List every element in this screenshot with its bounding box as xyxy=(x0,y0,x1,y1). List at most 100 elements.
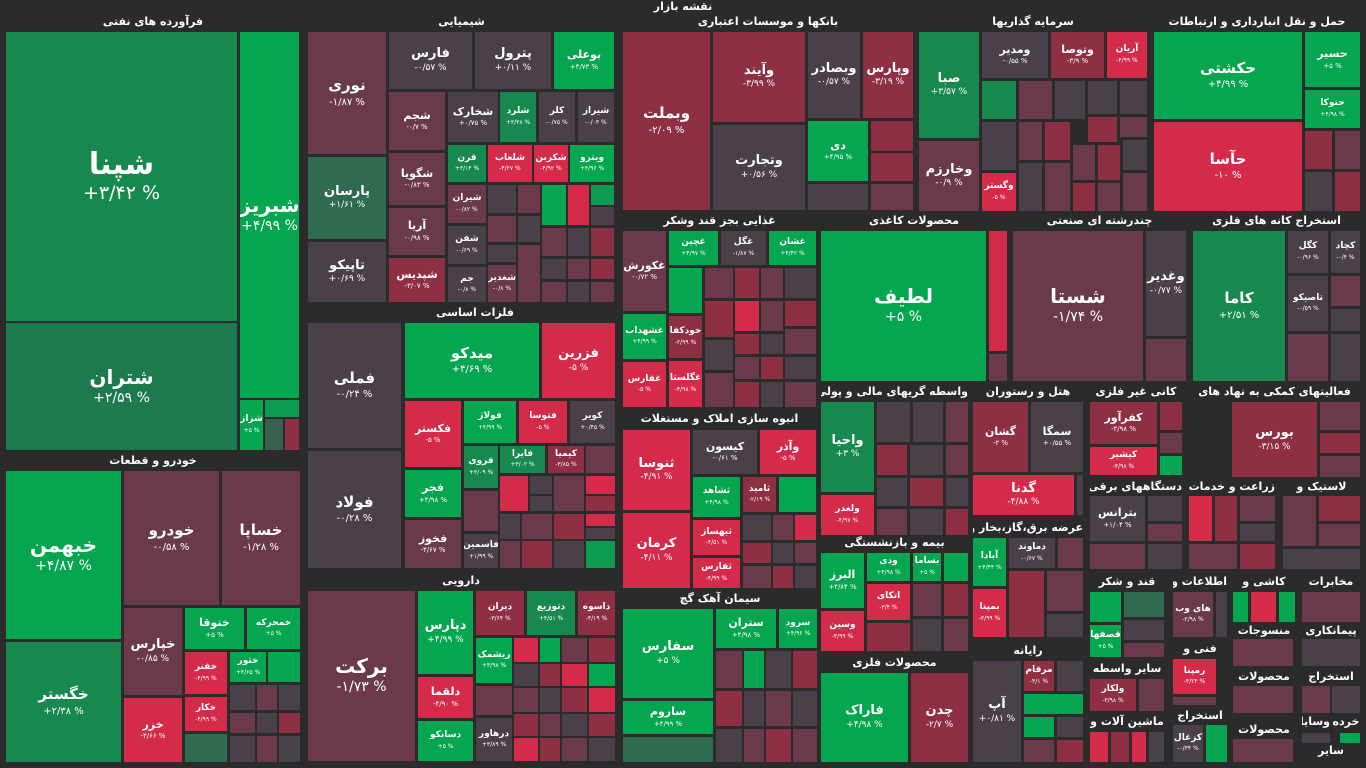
treemap-tile[interactable]: بترانس +۱/۰۴ % xyxy=(1090,496,1145,541)
treemap-tile[interactable]: خمحرکه +۵ % xyxy=(247,608,300,649)
treemap-tile[interactable] xyxy=(910,478,943,506)
treemap-tile[interactable] xyxy=(867,623,910,651)
treemap-tile[interactable] xyxy=(540,714,560,736)
treemap-tile[interactable] xyxy=(795,566,816,588)
treemap-tile[interactable] xyxy=(1124,620,1164,640)
treemap-tile[interactable] xyxy=(265,400,299,417)
treemap-tile[interactable]: ثامید -۲/۱۹ % xyxy=(743,477,776,512)
treemap-tile[interactable]: کگل -۰/۹۶ % xyxy=(1288,231,1328,273)
treemap-tile[interactable]: البرز +۴/۸۴ % xyxy=(821,553,864,608)
treemap-tile[interactable] xyxy=(1057,661,1083,691)
treemap-tile[interactable]: سفارس +۵ % xyxy=(623,609,713,698)
treemap-tile[interactable]: کویر +۰/۴۵ % xyxy=(570,401,615,443)
treemap-tile[interactable] xyxy=(669,268,702,313)
treemap-tile[interactable] xyxy=(554,476,584,511)
treemap-tile[interactable] xyxy=(766,729,791,762)
treemap-tile[interactable]: ثبهساز -۴/۵۱ % xyxy=(693,520,740,555)
treemap-tile[interactable] xyxy=(185,734,227,762)
treemap-tile[interactable] xyxy=(1009,571,1044,637)
treemap-tile[interactable]: تاصیکو -۰/۵۹ % xyxy=(1288,276,1328,331)
treemap-tile[interactable] xyxy=(568,228,589,256)
treemap-tile[interactable]: وبصادر -۰/۵۷ % xyxy=(808,32,860,118)
treemap-tile[interactable] xyxy=(1160,456,1182,475)
treemap-tile[interactable]: کفرآور -۴/۹۸ % xyxy=(1090,402,1157,444)
treemap-tile[interactable] xyxy=(1288,334,1328,381)
treemap-tile[interactable] xyxy=(568,185,589,225)
treemap-tile[interactable]: اتکای -۳/۴ % xyxy=(867,584,910,620)
treemap-tile[interactable]: شکربن -۴/۹۲ % xyxy=(534,145,568,182)
treemap-tile[interactable] xyxy=(1283,496,1316,546)
treemap-tile[interactable]: فزرین -۵ % xyxy=(542,323,615,398)
treemap-tile[interactable] xyxy=(476,686,512,715)
treemap-tile[interactable] xyxy=(1335,172,1360,211)
treemap-tile[interactable] xyxy=(946,445,968,475)
treemap-tile[interactable] xyxy=(562,664,587,686)
treemap-tile[interactable] xyxy=(716,729,742,762)
treemap-tile[interactable] xyxy=(518,216,540,242)
treemap-tile[interactable] xyxy=(705,301,733,337)
treemap-tile[interactable]: حسیر +۵ % xyxy=(1305,32,1360,87)
treemap-tile[interactable] xyxy=(562,714,587,736)
treemap-tile[interactable] xyxy=(586,514,615,526)
treemap-tile[interactable]: ساروم +۴/۹۹ % xyxy=(623,701,713,734)
treemap-tile[interactable] xyxy=(1320,402,1360,430)
treemap-tile[interactable] xyxy=(744,691,764,726)
treemap-tile[interactable]: کیسون -۰/۶۱ % xyxy=(693,430,757,474)
treemap-tile[interactable] xyxy=(591,282,614,302)
treemap-tile[interactable] xyxy=(808,184,868,210)
treemap-tile[interactable]: های وب -۲/۹۸ % xyxy=(1173,592,1213,637)
treemap-tile[interactable]: فجر +۴/۹۸ % xyxy=(405,470,461,517)
treemap-tile[interactable] xyxy=(793,651,817,688)
treemap-tile[interactable]: ثفارس -۴/۹۹ % xyxy=(693,558,740,588)
treemap-tile[interactable]: وغدیر -۰/۷۷ % xyxy=(1146,231,1186,336)
treemap-tile[interactable] xyxy=(1283,549,1360,569)
treemap-tile[interactable] xyxy=(1124,592,1164,617)
treemap-tile[interactable] xyxy=(1146,339,1186,381)
treemap-tile[interactable] xyxy=(989,231,1007,351)
treemap-tile[interactable]: پارسان +۱/۶۱ % xyxy=(308,157,386,239)
treemap-tile[interactable] xyxy=(540,638,560,662)
treemap-tile[interactable] xyxy=(554,541,584,568)
treemap-tile[interactable]: ختوقا +۵ % xyxy=(185,608,244,649)
treemap-tile[interactable]: شلعاب -۴/۲۷ % xyxy=(488,145,532,182)
treemap-tile[interactable]: کیمیا -۳/۸۵ % xyxy=(548,446,584,473)
treemap-tile[interactable] xyxy=(562,688,587,712)
treemap-tile[interactable]: بمپنا -۳/۹۹ % xyxy=(973,589,1006,637)
treemap-tile[interactable]: ثشاهد +۴/۹۸ % xyxy=(693,477,740,517)
treemap-tile[interactable] xyxy=(705,373,733,407)
treemap-tile[interactable]: شیران -۰/۸۲ % xyxy=(448,185,486,223)
treemap-tile[interactable]: داسوه -۳/۱۹ % xyxy=(578,591,615,635)
treemap-tile[interactable]: شغدیر -۰/۸ % xyxy=(488,265,516,302)
treemap-tile[interactable]: فولاد -۰/۲۸ % xyxy=(308,451,401,568)
treemap-tile[interactable] xyxy=(542,259,566,279)
treemap-tile[interactable] xyxy=(946,402,968,442)
treemap-tile[interactable] xyxy=(586,528,615,539)
treemap-tile[interactable] xyxy=(946,478,968,506)
treemap-tile[interactable]: دیران -۳/۶۴ % xyxy=(476,591,524,635)
treemap-tile[interactable] xyxy=(540,738,560,761)
treemap-tile[interactable]: حتوکا +۴/۹۸ % xyxy=(1305,90,1360,128)
treemap-tile[interactable] xyxy=(1305,172,1332,211)
treemap-tile[interactable] xyxy=(591,228,614,256)
treemap-tile[interactable]: چدن -۲/۷ % xyxy=(911,673,968,762)
treemap-tile[interactable] xyxy=(257,713,277,733)
treemap-tile[interactable] xyxy=(1148,524,1182,541)
treemap-tile[interactable] xyxy=(1148,544,1182,569)
treemap-tile[interactable] xyxy=(1045,122,1070,160)
treemap-tile[interactable] xyxy=(705,340,733,370)
treemap-tile[interactable] xyxy=(946,509,968,535)
treemap-tile[interactable] xyxy=(542,185,566,225)
treemap-tile[interactable]: شپنا +۳/۴۲ % xyxy=(6,32,237,321)
treemap-tile[interactable]: فروی +۴/۰۹ % xyxy=(464,446,498,488)
treemap-tile[interactable] xyxy=(514,638,538,662)
treemap-tile[interactable]: شفن -۰/۶۹ % xyxy=(448,226,486,264)
treemap-tile[interactable] xyxy=(285,419,299,450)
treemap-tile[interactable] xyxy=(230,685,255,710)
treemap-tile[interactable] xyxy=(761,334,783,354)
treemap-tile[interactable]: صبا +۳/۵۷ % xyxy=(919,32,979,138)
treemap-tile[interactable]: کزغال -۰/۳۴ % xyxy=(1173,725,1203,762)
treemap-tile[interactable] xyxy=(795,515,816,540)
treemap-tile[interactable]: دتوزیع +۴/۵۱ % xyxy=(527,591,575,635)
treemap-tile[interactable]: فولاژ +۴/۹۹ % xyxy=(464,401,516,443)
treemap-tile[interactable] xyxy=(1024,717,1054,737)
